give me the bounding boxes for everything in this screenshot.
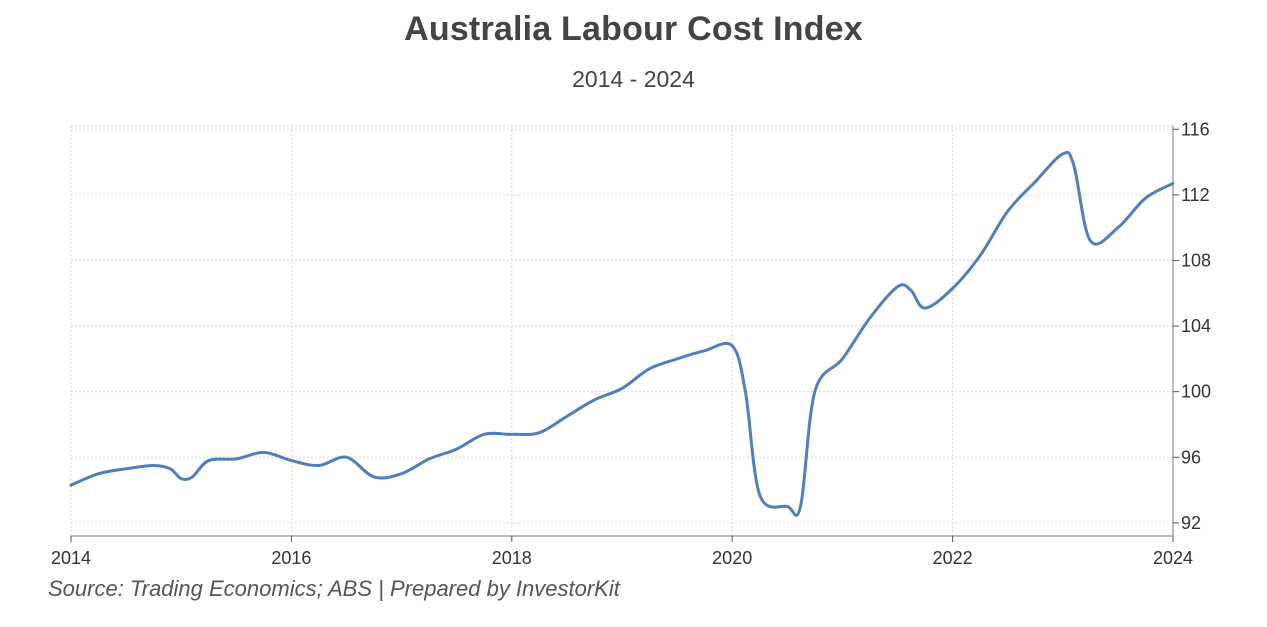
- source-note: Source: Trading Economics; ABS | Prepare…: [48, 576, 620, 601]
- x-tick-label: 2020: [712, 548, 752, 568]
- x-tick-label: 2022: [933, 548, 973, 568]
- y-tick-label: 104: [1181, 316, 1211, 336]
- chart-series: [69, 150, 1175, 517]
- chart-title: Australia Labour Cost Index: [404, 10, 863, 48]
- y-axis-ticks: 116 112 108 104 100 96 92: [1173, 119, 1211, 533]
- chart-subtitle: 2014 - 2024: [572, 66, 695, 92]
- chart-axes: [71, 126, 1174, 537]
- x-tick-label: 2018: [492, 548, 532, 568]
- x-tick-label: 2014: [51, 548, 91, 568]
- x-tick-label: 2016: [271, 548, 311, 568]
- x-tick-label: 2024: [1153, 548, 1193, 568]
- chart-grid: [70, 125, 1174, 536]
- y-tick-label: 116: [1181, 119, 1210, 139]
- x-axis-ticks: 2014 2016 2018 2020 2022 2024: [51, 536, 1193, 568]
- y-tick-label: 112: [1181, 185, 1210, 205]
- y-tick-label: 108: [1181, 250, 1211, 270]
- y-tick-label: 92: [1181, 513, 1201, 533]
- y-tick-label: 96: [1181, 447, 1201, 467]
- series-line: [69, 150, 1175, 517]
- y-tick-label: 100: [1181, 382, 1211, 402]
